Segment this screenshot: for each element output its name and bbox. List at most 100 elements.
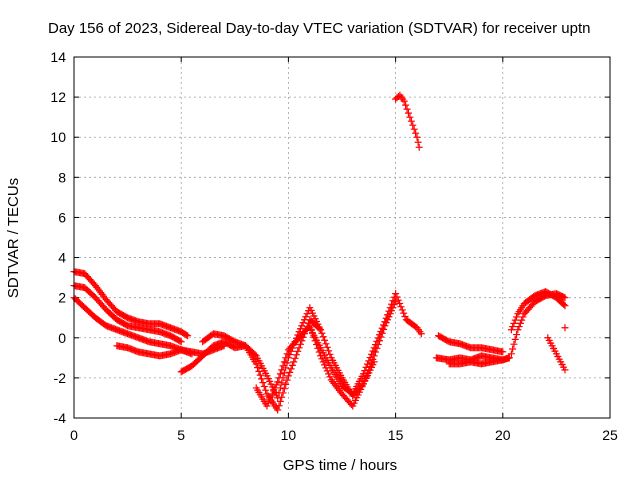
data-point-marker — [325, 370, 333, 378]
data-point-marker — [515, 323, 523, 331]
data-point-marker — [278, 379, 286, 387]
data-point-marker — [278, 366, 286, 374]
data-point-marker — [284, 372, 292, 380]
data-point-marker — [184, 332, 192, 340]
data-series-track-j — [434, 332, 507, 356]
data-point-marker — [280, 358, 288, 366]
data-point-marker — [561, 294, 569, 302]
data-point-marker — [385, 307, 393, 315]
data-point-marker — [296, 325, 304, 333]
data-point-marker — [388, 300, 396, 308]
data-point-marker — [561, 302, 569, 310]
y-tick-label: 0 — [58, 330, 66, 346]
data-point-marker — [400, 97, 408, 105]
y-tick-label: -4 — [54, 410, 67, 426]
data-point-marker — [519, 313, 527, 321]
data-point-marker — [267, 393, 275, 401]
data-point-marker — [323, 367, 331, 375]
data-point-marker — [401, 312, 409, 320]
data-point-marker — [282, 354, 290, 362]
data-point-marker — [275, 402, 283, 410]
data-point-marker — [254, 364, 262, 372]
data-point-marker — [258, 375, 266, 383]
data-point-marker — [363, 360, 371, 368]
x-axis-label: GPS time / hours — [283, 457, 397, 474]
data-point-marker — [380, 321, 388, 329]
data-series-track-p — [561, 324, 569, 332]
data-point-marker — [318, 355, 326, 363]
data-point-marker — [377, 328, 385, 336]
data-point-marker — [270, 387, 278, 395]
data-point-marker — [292, 351, 300, 359]
data-point-marker — [264, 399, 272, 407]
data-series-track-h — [306, 290, 425, 398]
data-point-marker — [516, 319, 524, 327]
x-tick-label: 5 — [177, 427, 185, 443]
grid-layer — [74, 57, 610, 418]
data-point-marker — [362, 363, 370, 371]
data-series-track-l — [445, 354, 513, 368]
plot-area-border — [73, 56, 611, 419]
data-point-marker — [288, 361, 296, 369]
data-point-marker — [397, 303, 405, 311]
data-point-marker — [276, 397, 284, 405]
data-point-marker — [302, 313, 310, 321]
data-series-track-a — [70, 268, 192, 340]
data-point-marker — [298, 322, 306, 330]
data-point-marker — [177, 338, 185, 346]
data-point-marker — [402, 101, 410, 109]
data-point-marker — [509, 323, 517, 331]
data-point-marker — [404, 109, 412, 117]
y-tick-label: 4 — [58, 250, 66, 266]
data-point-marker — [415, 143, 423, 151]
y-tick-label: 14 — [50, 49, 66, 65]
data-point-marker — [326, 350, 334, 358]
y-tick-label: 8 — [58, 169, 66, 185]
data-point-marker — [511, 316, 519, 324]
data-point-marker — [393, 293, 401, 301]
data-point-marker — [294, 347, 302, 355]
data-point-marker — [274, 378, 282, 386]
data-point-marker — [359, 370, 367, 378]
data-point-marker — [300, 316, 308, 324]
data-point-marker — [260, 382, 268, 390]
data-point-marker — [361, 367, 369, 375]
data-point-marker — [509, 345, 517, 353]
data-point-marker — [414, 138, 422, 146]
data-point-marker — [396, 299, 404, 307]
data-point-marker — [296, 340, 304, 348]
data-point-marker — [326, 373, 334, 381]
data-layer — [70, 91, 569, 414]
x-tick-label: 0 — [70, 427, 78, 443]
data-series-track-n — [507, 288, 569, 334]
data-point-marker — [510, 340, 518, 348]
data-point-marker — [561, 366, 569, 374]
data-point-marker — [271, 384, 279, 392]
data-point-marker — [367, 350, 375, 358]
data-point-marker — [268, 390, 276, 398]
data-point-marker — [259, 379, 267, 387]
data-point-marker — [319, 358, 327, 366]
chart-title: Day 156 of 2023, Sidereal Day-to-day VTE… — [48, 20, 590, 37]
data-point-marker — [282, 380, 290, 388]
data-point-marker — [275, 374, 283, 382]
data-point-marker — [378, 324, 386, 332]
data-series-track-e — [177, 316, 325, 414]
data-point-marker — [319, 333, 327, 341]
data-point-marker — [370, 344, 378, 352]
data-point-marker — [511, 335, 519, 343]
y-tick-label: -2 — [54, 370, 67, 386]
data-point-marker — [406, 113, 414, 121]
data-point-marker — [499, 348, 507, 356]
data-point-marker — [376, 331, 384, 339]
data-point-marker — [287, 365, 295, 373]
data-point-marker — [321, 336, 329, 344]
data-point-marker — [317, 326, 325, 334]
y-tick-label: 10 — [50, 129, 66, 145]
data-point-marker — [272, 381, 280, 389]
data-point-marker — [417, 330, 425, 338]
data-point-marker — [274, 394, 282, 402]
data-point-marker — [560, 301, 568, 309]
data-point-marker — [386, 304, 394, 312]
